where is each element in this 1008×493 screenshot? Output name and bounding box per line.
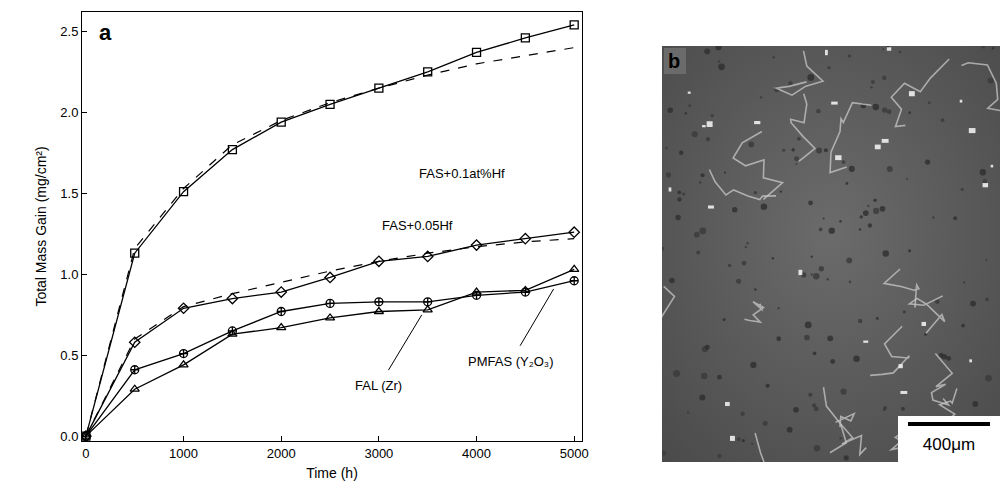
svg-text:FAS+0.1at%Hf: FAS+0.1at%Hf xyxy=(419,166,505,181)
svg-text:3000: 3000 xyxy=(364,446,393,461)
svg-text:2.5: 2.5 xyxy=(60,24,78,39)
svg-text:4000: 4000 xyxy=(462,446,491,461)
svg-text:5000: 5000 xyxy=(560,446,589,461)
svg-text:Total Mass Gain (mg/cm²): Total Mass Gain (mg/cm²) xyxy=(33,146,49,306)
svg-text:2000: 2000 xyxy=(267,446,296,461)
svg-text:0.0: 0.0 xyxy=(60,429,78,444)
svg-text:FAS+0.05Hf: FAS+0.05Hf xyxy=(382,218,453,233)
svg-text:FAL (Zr): FAL (Zr) xyxy=(355,378,402,393)
svg-text:PMFAS (Y₂O₃): PMFAS (Y₂O₃) xyxy=(468,354,553,369)
svg-text:400μm: 400μm xyxy=(923,435,975,454)
svg-text:0.5: 0.5 xyxy=(60,348,78,363)
svg-text:b: b xyxy=(668,50,680,72)
svg-text:0: 0 xyxy=(82,446,89,461)
svg-text:2.0: 2.0 xyxy=(60,105,78,120)
svg-text:1000: 1000 xyxy=(169,446,198,461)
svg-text:Time (h): Time (h) xyxy=(306,465,358,481)
svg-text:1.0: 1.0 xyxy=(60,267,78,282)
svg-text:1.5: 1.5 xyxy=(60,186,78,201)
svg-text:a: a xyxy=(99,20,112,45)
